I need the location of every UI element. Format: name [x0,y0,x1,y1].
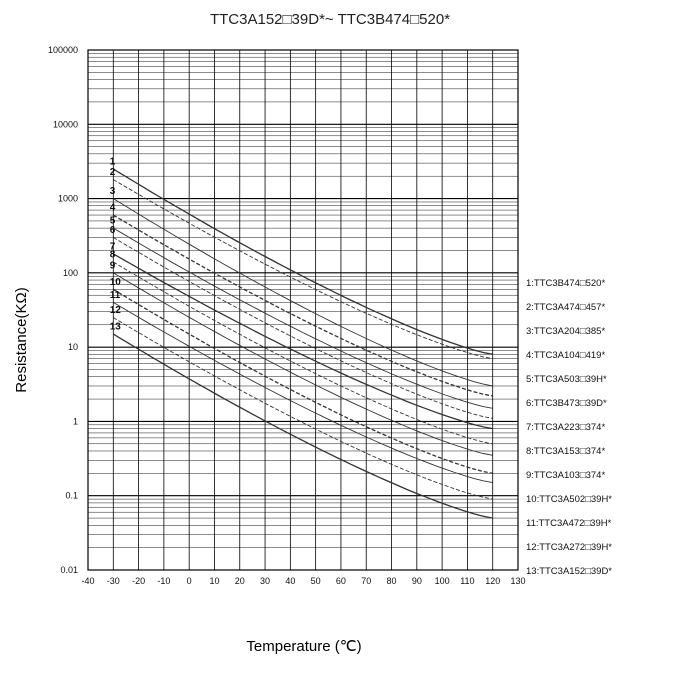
curve-number-9: 9 [110,260,116,271]
plot-grid [87,50,519,571]
x-tick-label: -20 [132,576,145,586]
curve-3 [113,198,493,387]
x-axis-label: Temperature (℃) [246,638,361,655]
curve-number-3: 3 [110,186,116,197]
curve-11 [113,302,493,484]
curve-number-5: 5 [110,216,116,227]
x-tick-label: 100 [435,576,450,586]
legend-entry-7: 7:TTC3A223□374* [526,422,605,433]
x-tick-label: 80 [387,576,397,586]
curve-9 [113,272,493,456]
chart-title: TTC3A152□39D*~ TTC3B474□520* [210,11,450,28]
curve-2 [113,179,493,360]
curve-number-6: 6 [110,225,116,236]
curve-number-13: 13 [110,322,122,333]
y-axis-label: Resistance(KΩ) [13,287,30,392]
legend-entry-10: 10:TTC3A502□39H* [526,494,612,505]
curve-number-12: 12 [110,305,122,316]
legend: 1:TTC3B474□520* 2:TTC3A474□457* 3:TTC3A204… [526,278,612,577]
curve-number-1: 1 [110,157,116,168]
legend-entry-4: 4:TTC3A104□419* [526,350,605,361]
y-tick-label: 1 [73,416,78,426]
x-tick-label: 130 [510,576,525,586]
y-tick-label: 0.1 [65,491,78,501]
legend-entry-3: 3:TTC3A204□385* [526,326,605,337]
y-tick-label: 100000 [48,45,78,55]
plot-frame [87,49,519,571]
x-tick-label: 120 [485,576,500,586]
y-tick-label: 0.01 [60,565,78,575]
y-tick-label: 10000 [53,119,78,129]
x-tick-label: 40 [285,576,295,586]
curve-13 [112,333,493,519]
curve-number-10: 10 [110,277,122,288]
curve-number-11: 11 [110,290,121,301]
curve-8 [113,261,493,445]
curve-1 [112,168,493,355]
curve-10 [112,288,493,475]
legend-entry-9: 9:TTC3A103□374* [526,470,605,481]
curve-5 [113,227,493,409]
legend-entry-2: 2:TTC3A474□457* [526,302,605,313]
curve-number-4: 4 [110,203,116,214]
curve-7 [112,253,493,430]
legend-entry-5: 5:TTC3A503□39H* [526,374,607,385]
x-tick-label: 50 [311,576,321,586]
x-tick-label: -10 [157,576,170,586]
legend-entry-8: 8:TTC3A153□374* [526,446,605,457]
curve-number-8: 8 [110,249,116,260]
curve-12 [113,317,493,500]
curve-4 [112,214,493,397]
legend-entry-1: 1:TTC3B474□520* [526,278,605,289]
legend-entry-6: 6:TTC3B473□39D* [526,398,607,409]
curve-number-2: 2 [110,167,116,178]
curve-6 [113,237,493,419]
y-tick-labels: 0.01 0.1 1 10 100 1000 10000 100000 [48,45,78,575]
x-tick-label: 60 [336,576,346,586]
x-tick-label: 90 [412,576,422,586]
x-tick-label: 10 [209,576,219,586]
x-tick-label: 30 [260,576,270,586]
x-tick-label: 0 [187,576,192,586]
x-tick-label: -40 [81,576,94,586]
legend-entry-13: 13:TTC3A152□39D* [526,566,612,577]
legend-entry-12: 12:TTC3A272□39H* [526,542,612,553]
curve-number-7: 7 [110,241,116,252]
x-tick-labels: -40 -30 -20 -10 0 10 20 30 40 50 60 70 80 90 100 110 120… [81,576,525,586]
x-tick-label: -30 [107,576,120,586]
x-tick-label: 70 [361,576,371,586]
x-tick-label: 110 [460,576,474,586]
x-tick-label: 20 [235,576,245,586]
y-tick-label: 100 [63,268,78,278]
legend-entry-11: 11:TTC3A472□39H* [526,518,612,529]
y-tick-label: 1000 [58,194,78,204]
curves [112,168,493,519]
y-tick-label: 10 [68,342,78,352]
